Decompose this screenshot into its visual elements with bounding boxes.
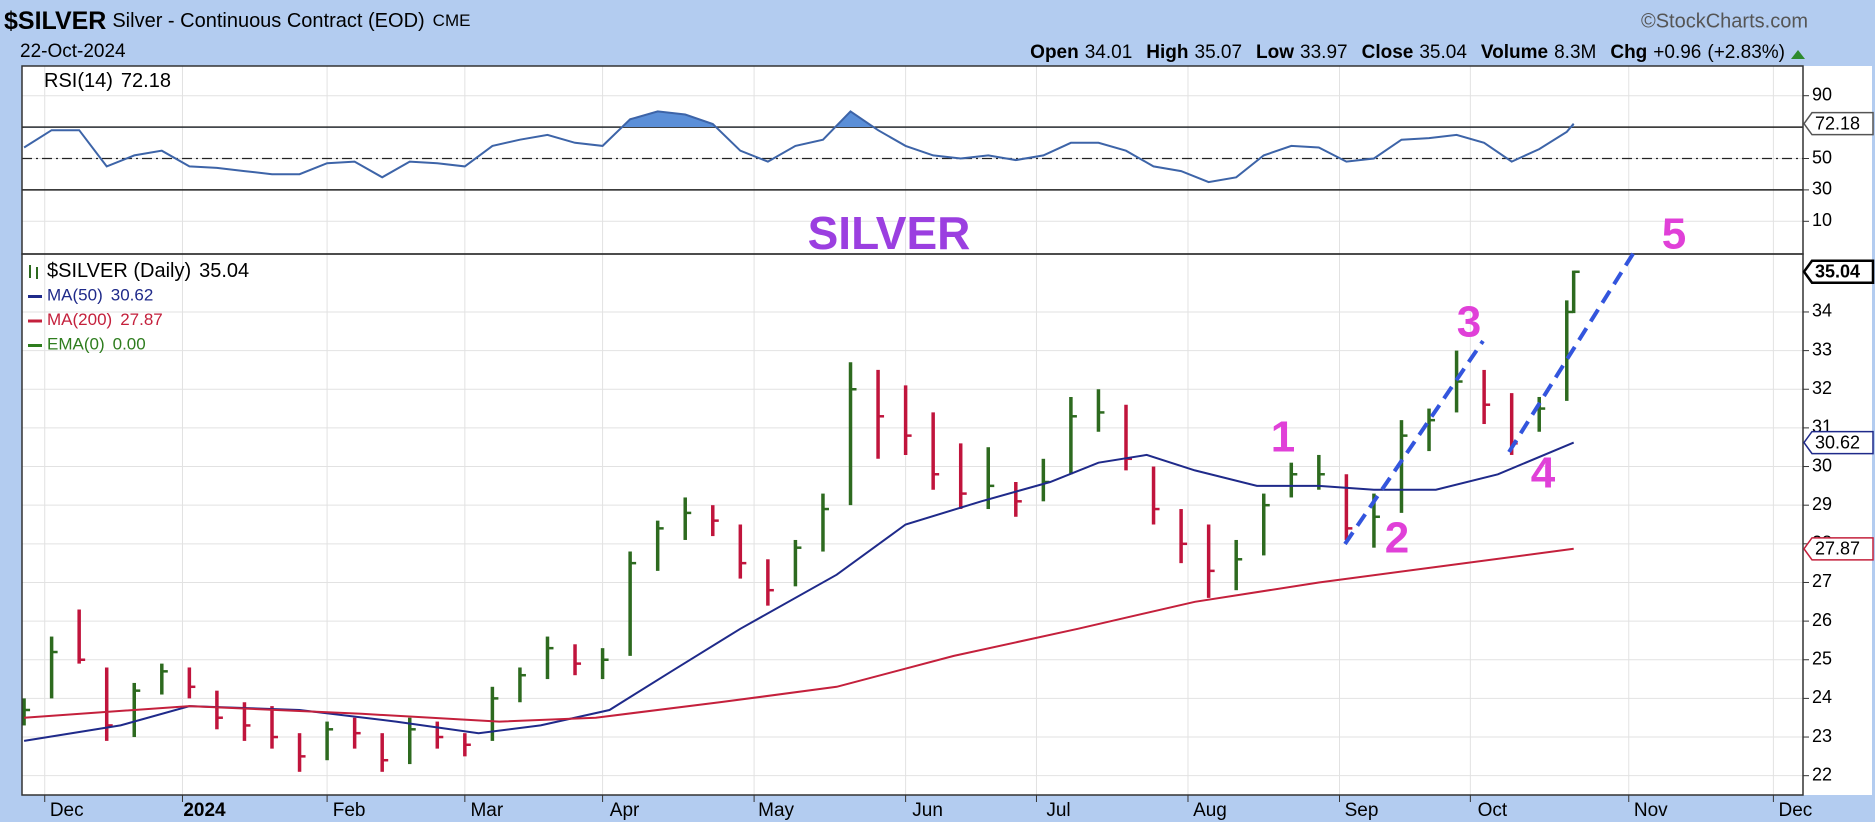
contract-name: Silver - Continuous Contract (EOD) [112,10,424,32]
legend-entry: EMA(0) 0.00 [47,335,146,354]
quote-value: +0.96 [1653,42,1701,63]
legend-label: MA(50) [47,286,103,305]
exchange: CME [433,11,471,30]
trendline [1343,339,1485,546]
rsi-line [23,110,1575,184]
x-tick-label: Jul [1046,800,1070,821]
value-tag [1803,537,1874,561]
quote-value: 33.97 [1300,42,1348,63]
legend-label: MA(200) [47,310,112,329]
y-tick-label: 10 [1812,210,1832,230]
up-arrow [1791,50,1805,59]
x-tick-label: Oct [1478,800,1508,821]
symbol: $SILVER [4,7,106,35]
y-tick-label: 27 [1812,571,1832,591]
legend-entry: $SILVER (Daily) 35.04 [47,260,249,282]
x-tick-label: Dec [50,800,84,821]
quote-label: High [1146,42,1188,63]
plot-background [22,66,1872,795]
annotation: SILVER [808,207,971,259]
quote-value: 35.07 [1195,42,1243,63]
legend-value: 30.62 [111,286,154,305]
y-tick-label: 30 [1812,179,1832,199]
quote-label: Low [1256,42,1294,63]
quote-label: Volume [1481,42,1548,63]
legend-label: $SILVER (Daily) [47,260,191,282]
y-tick-label: 25 [1812,649,1832,669]
wave-label: 2 [1385,514,1409,563]
rsi-legend-text: RSI(14) 72.18 [44,70,171,92]
y-tick-label: 90 [1812,84,1832,104]
x-tick-label: May [758,800,794,821]
y-tick-label: 22 [1812,764,1832,784]
legend-value: 35.04 [199,260,249,282]
price-panel-frame [21,253,1804,796]
quote-value: 8.3M [1554,42,1596,63]
y-tick-label: 30 [1812,455,1832,475]
quote-label: Chg [1610,42,1647,63]
value-tag-label: 35.04 [1815,262,1860,282]
quote-label: Open [1030,42,1079,63]
y-tick-label: 29 [1812,494,1832,514]
wave-label: 1 [1271,413,1295,462]
y-tick-label: 32 [1812,378,1832,398]
legend-label: RSI(14) [44,70,113,92]
quote: Open 34.01 High 35.07 Low 33.97 Close 35.04 Volu… [1030,42,1785,63]
legend-value: 27.87 [120,310,163,329]
legend-entry: MA(200) 27.87 [47,310,163,329]
y-tick-label: 34 [1812,301,1832,321]
x-tick-label: Sep [1345,800,1379,821]
value-tag [1803,430,1874,455]
x-tick-label: Mar [470,800,503,821]
wave-label: 4 [1531,449,1556,498]
x-tick-label: 2024 [183,800,226,821]
legend-entry: MA(50) 30.62 [47,286,153,305]
quote-value: 34.01 [1085,42,1133,63]
y-tick-label: 26 [1812,610,1832,630]
value-tag-label: 30.62 [1815,432,1860,452]
x-tick-label: Dec [1778,800,1812,821]
moving-average [23,441,1575,742]
y-tick-label: 50 [1812,147,1832,167]
moving-average [24,547,1574,723]
y-tick-label: 23 [1812,726,1832,746]
quote-label: Close [1362,42,1414,63]
date: 22-Oct-2024 [20,41,126,62]
x-tick-label: Jun [912,800,943,821]
y-tick-label: 33 [1812,339,1832,359]
y-tick-label: 24 [1812,687,1832,707]
legend-label: EMA(0) [47,335,105,354]
x-tick-label: Aug [1193,800,1227,821]
value-tag-label: 27.87 [1815,539,1860,559]
overbought-fill [622,111,1574,128]
wave-label: 3 [1457,298,1481,347]
credit: ©StockCharts.com [1641,10,1808,32]
x-tick-label: Feb [333,800,366,821]
x-tick-label: Nov [1634,800,1668,821]
wave-label: 5 [1662,210,1686,259]
header-title: $SILVER Silver - Continuous Contract (EOD… [4,7,470,35]
legend-value: 0.00 [113,335,146,354]
trendline [1507,247,1638,454]
quote-pct: (+2.83%) [1707,42,1785,63]
value-tag [1802,259,1875,285]
rsi-legend: RSI(14) 72.18 [44,70,171,92]
value-tag-label: 72.18 [1815,113,1860,133]
x-tick-label: Apr [610,800,640,821]
value-tag [1803,111,1874,136]
legend-value: 72.18 [121,70,171,92]
quote-value: 35.04 [1419,42,1467,63]
